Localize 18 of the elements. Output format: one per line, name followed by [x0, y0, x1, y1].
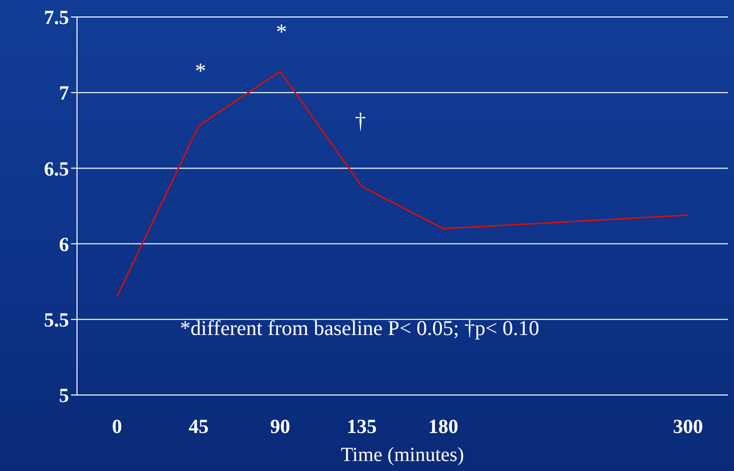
y-tick-label: 6 [59, 234, 69, 256]
y-tick-label: 6.5 [44, 158, 69, 180]
annotation: * [195, 58, 206, 84]
x-tick-label: 180 [428, 416, 458, 438]
y-tick-label: 7 [59, 82, 69, 105]
x-tick-label: 45 [188, 416, 209, 438]
x-tick-label: 135 [346, 416, 377, 438]
y-tick-label: 7.5 [44, 7, 69, 30]
line-series [116, 70, 689, 298]
x-tick-label: 0 [112, 416, 122, 438]
annotation: † [355, 108, 366, 134]
x-tick-label: 300 [673, 416, 703, 438]
y-tick-label: 5 [59, 385, 69, 408]
annotation: *different from baseline P< 0.05; †p< 0.10 [180, 316, 540, 341]
y-tick-label: 5.5 [44, 310, 69, 332]
annotation: * [276, 19, 287, 45]
x-axis-title: Time (minutes) [340, 444, 464, 466]
x-tick-label: 90 [270, 416, 290, 438]
